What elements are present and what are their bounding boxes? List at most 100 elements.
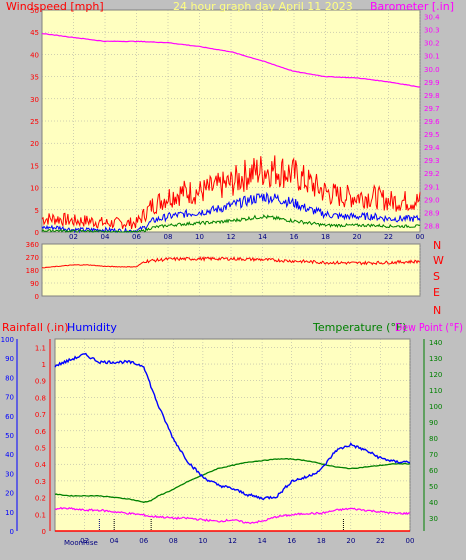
wind-x-tick-label: 20 (353, 233, 362, 241)
windspeed-label: Windspeed [mph] (6, 0, 104, 13)
direction-y-tick-label: 0 (35, 293, 39, 301)
rain-y-tick-label: 0.1 (35, 511, 46, 519)
wind-y-tick-label: 25 (30, 118, 39, 126)
humidity-y-tick-label: 0 (10, 528, 14, 536)
barometer-y-tick-label: 30.4 (424, 14, 440, 22)
barometer-y-tick-label: 29.0 (424, 196, 440, 204)
dewpoint-label: Dew Point (°F) (395, 321, 463, 334)
humidity-y-tick-label: 100 (1, 336, 14, 344)
barometer-y-tick-label: 29.4 (424, 144, 440, 152)
temperature-y-tick-label: 40 (429, 499, 438, 507)
humidity-label: Humidity (67, 321, 117, 334)
temperature-y-tick-label: 30 (429, 515, 438, 523)
humidity-y-tick-label: 90 (5, 355, 14, 363)
temperature-y-tick-label: 60 (429, 467, 438, 475)
compass-w: W (433, 254, 444, 267)
humidity-y-tick-label: 20 (5, 490, 14, 498)
humidity-y-tick-label: 10 (5, 509, 14, 517)
rain-y-tick-label: 0.5 (35, 445, 46, 453)
rain-y-tick-label: 0.2 (35, 495, 46, 503)
rainfall-label: Rainfall (.in) (2, 321, 69, 334)
wind-x-tick-label: 02 (69, 233, 78, 241)
wind-y-tick-label: 50 (30, 7, 39, 15)
barometer-y-tick-label: 30.1 (424, 53, 440, 61)
barometer-y-tick-label: 29.9 (424, 79, 440, 87)
compass-e: E (433, 286, 440, 299)
barometer-y-tick-label: 29.7 (424, 105, 440, 113)
humidity-y-tick-label: 30 (5, 470, 14, 478)
humidity-y-tick-label: 80 (5, 374, 14, 382)
wind-y-tick-label: 30 (30, 96, 39, 104)
humidity-x-tick-label: 22 (376, 537, 385, 545)
humidity-x-tick-label: 10 (198, 537, 207, 545)
wind-x-tick-label: 22 (384, 233, 393, 241)
temperature-series (54, 458, 411, 504)
wind-x-tick-label: 14 (258, 233, 267, 241)
wind-y-tick-label: 15 (30, 162, 39, 170)
wind-y-tick-label: 35 (30, 74, 39, 82)
wind-x-tick-label: 16 (290, 233, 299, 241)
humidity-x-tick-label: 14 (258, 537, 267, 545)
rain-y-tick-label: 0 (42, 528, 46, 536)
temperature-y-tick-label: 80 (429, 435, 438, 443)
wind-x-tick-label: 04 (101, 233, 110, 241)
wind-avg-series (41, 191, 421, 234)
wind-x-tick-label: 00 (416, 233, 425, 241)
wind-direction-series (41, 256, 421, 269)
compass-n-bottom: N (433, 304, 441, 317)
wind-y-tick-label: 20 (30, 140, 39, 148)
temperature-label: Temperature (°F) (312, 321, 407, 334)
temperature-y-tick-label: 130 (429, 355, 442, 363)
barometer-y-tick-label: 30.0 (424, 66, 440, 74)
barometer-y-tick-label: 29.1 (424, 183, 440, 191)
wind-y-tick-label: 10 (30, 185, 39, 193)
temperature-y-tick-label: 90 (429, 419, 438, 427)
barometer-y-tick-label: 30.3 (424, 27, 440, 35)
wind-gust-series (41, 155, 421, 230)
direction-y-tick-label: 90 (30, 280, 39, 288)
direction-y-tick-label: 270 (26, 254, 39, 262)
barometer-y-tick-label: 28.9 (424, 209, 440, 217)
wind-y-tick-label: 45 (30, 29, 39, 37)
wind-x-tick-label: 10 (195, 233, 204, 241)
rain-y-tick-label: 0.9 (35, 378, 46, 386)
direction-y-tick-label: 180 (26, 267, 39, 275)
temperature-y-tick-label: 140 (429, 339, 442, 347)
wind-low-series (41, 214, 421, 233)
humidity-series (54, 352, 411, 501)
rain-y-tick-label: 1.1 (35, 344, 46, 352)
temperature-y-tick-label: 100 (429, 403, 442, 411)
rain-y-tick-label: 0.3 (35, 478, 46, 486)
moonrise-label: MoonRise (64, 539, 98, 547)
wind-y-tick-label: 5 (35, 207, 39, 215)
barometer-y-tick-label: 29.2 (424, 170, 440, 178)
graph-title: 24 hour graph day April 11 2023 (173, 0, 353, 13)
rain-y-tick-label: 0.6 (35, 428, 47, 436)
humidity-x-tick-label: 18 (317, 537, 326, 545)
rain-y-tick-label: 0.7 (35, 411, 46, 419)
humidity-x-tick-label: 02 (80, 537, 89, 545)
humidity-y-tick-label: 70 (5, 394, 14, 402)
humidity-x-tick-label: 20 (346, 537, 355, 545)
wind-x-tick-label: 08 (164, 233, 173, 241)
humidity-x-tick-label: 04 (110, 537, 119, 545)
wind-y-tick-label: 40 (30, 51, 39, 59)
barometer-y-tick-label: 29.8 (424, 92, 440, 100)
humidity-y-tick-label: 60 (5, 413, 14, 421)
barometer-y-tick-label: 29.5 (424, 131, 440, 139)
temperature-y-tick-label: 120 (429, 371, 442, 379)
wind-x-tick-label: 06 (132, 233, 141, 241)
barometer-series (41, 32, 421, 88)
rain-y-tick-label: 0.8 (35, 394, 46, 402)
humidity-x-tick-label: 16 (287, 537, 296, 545)
humidity-x-tick-label: 06 (139, 537, 148, 545)
rain-y-tick-label: 1 (42, 361, 46, 369)
humidity-x-tick-label: 08 (169, 537, 178, 545)
barometer-y-tick-label: 29.3 (424, 157, 440, 165)
wind-x-tick-label: 18 (321, 233, 330, 241)
compass-s: S (433, 270, 440, 283)
wind-x-tick-label: 12 (227, 233, 236, 241)
direction-y-tick-label: 360 (26, 241, 39, 249)
